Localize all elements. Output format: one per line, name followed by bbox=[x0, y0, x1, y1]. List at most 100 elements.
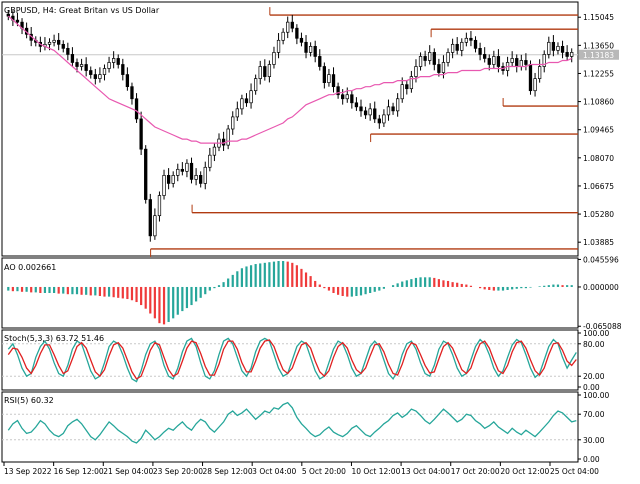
x-tick-label-5: 3 Oct 04:00 bbox=[252, 467, 296, 476]
ao-tick-1: 0.000000 bbox=[583, 283, 619, 292]
candle-body-45 bbox=[212, 146, 217, 156]
candle-body-78 bbox=[363, 110, 368, 116]
candle-body-84 bbox=[391, 106, 395, 112]
candle-body-103 bbox=[478, 48, 482, 55]
candle-body-77 bbox=[359, 106, 363, 112]
candle-body-97 bbox=[450, 43, 455, 53]
candle-body-36 bbox=[171, 175, 175, 184]
candle-body-55 bbox=[258, 66, 262, 79]
candle-body-99 bbox=[460, 41, 464, 51]
candle-body-58 bbox=[272, 52, 276, 65]
candle-body-105 bbox=[487, 58, 491, 65]
candle-body-31 bbox=[148, 199, 152, 237]
moving-average-line bbox=[7, 15, 572, 144]
ao-tick-2: -0.065088 bbox=[583, 322, 622, 331]
candle-body-102 bbox=[473, 39, 478, 49]
candle-body-34 bbox=[162, 175, 166, 196]
candle-body-91 bbox=[423, 56, 427, 61]
candle-body-22 bbox=[107, 62, 111, 69]
candle-body-119 bbox=[551, 41, 556, 51]
candle-body-20 bbox=[98, 74, 102, 79]
candle-body-73 bbox=[341, 94, 345, 100]
current-price-label: 1.13183 bbox=[583, 51, 614, 60]
candle-body-28 bbox=[134, 98, 139, 120]
candle-body-123 bbox=[570, 52, 574, 57]
candle-body-37 bbox=[176, 168, 180, 176]
candle-body-43 bbox=[203, 166, 207, 184]
pane-frame-main bbox=[1, 1, 579, 257]
candle-body-92 bbox=[428, 52, 432, 61]
candle-body-64 bbox=[299, 37, 304, 43]
candle-body-121 bbox=[560, 45, 565, 53]
candle-body-32 bbox=[153, 215, 157, 237]
candle-body-59 bbox=[276, 39, 281, 53]
candle-body-49 bbox=[231, 116, 235, 130]
candle-body-25 bbox=[121, 64, 125, 75]
candle-body-26 bbox=[125, 74, 130, 88]
rsi-line bbox=[7, 401, 577, 444]
candle-body-68 bbox=[318, 56, 322, 67]
candle-body-120 bbox=[556, 45, 560, 51]
candle-body-76 bbox=[354, 102, 359, 108]
candle-body-62 bbox=[290, 21, 294, 29]
candle-body-111 bbox=[515, 58, 519, 67]
candle-body-107 bbox=[496, 56, 501, 67]
x-tick-label-2: 21 Sep 04:00 bbox=[103, 467, 153, 476]
candle-body-19 bbox=[93, 74, 97, 79]
price-tick-8: 1.03885 bbox=[583, 238, 614, 247]
stoch-tick-0: 100.00 bbox=[583, 329, 609, 338]
candle-body-24 bbox=[116, 58, 120, 65]
candle-body-38 bbox=[180, 168, 185, 172]
candle-body-82 bbox=[382, 114, 386, 124]
stoch-line-0 bbox=[7, 337, 577, 383]
x-tick-label-1: 16 Sep 12:00 bbox=[54, 467, 104, 476]
price-tick-7: 1.05280 bbox=[583, 210, 614, 219]
price-tick-3: 1.10860 bbox=[583, 98, 614, 107]
candle-body-56 bbox=[263, 66, 267, 77]
price-tick-5: 1.08070 bbox=[583, 154, 614, 163]
candle-body-90 bbox=[418, 56, 423, 67]
candle-body-40 bbox=[189, 162, 194, 180]
candle-body-12 bbox=[61, 43, 65, 49]
candle-body-9 bbox=[47, 41, 52, 45]
candle-body-75 bbox=[350, 94, 354, 104]
stoch-tick-2: 20.00 bbox=[583, 372, 605, 381]
price-tick-0: 1.15045 bbox=[583, 13, 614, 22]
candle-body-23 bbox=[111, 58, 116, 63]
x-tick-label-4: 28 Sep 12:00 bbox=[203, 467, 253, 476]
candle-body-81 bbox=[377, 118, 381, 124]
stoch-line-1 bbox=[7, 339, 577, 380]
rsi-tick-1: 70.00 bbox=[583, 410, 605, 419]
candle-body-80 bbox=[373, 108, 377, 120]
candle-body-67 bbox=[313, 45, 317, 57]
x-tick-label-10: 20 Oct 12:00 bbox=[500, 467, 549, 476]
candle-body-11 bbox=[57, 39, 61, 45]
candle-body-106 bbox=[492, 56, 496, 65]
candle-body-79 bbox=[368, 108, 372, 116]
candle-body-114 bbox=[528, 64, 533, 92]
candle-body-115 bbox=[533, 78, 537, 92]
candle-body-18 bbox=[89, 70, 93, 75]
candle-body-63 bbox=[295, 27, 299, 39]
rsi-tick-2: 30.00 bbox=[583, 436, 605, 445]
candle-body-94 bbox=[437, 64, 441, 73]
candle-body-93 bbox=[432, 52, 436, 65]
candle-body-100 bbox=[464, 37, 469, 43]
candle-body-35 bbox=[166, 175, 171, 184]
candle-body-44 bbox=[208, 154, 212, 168]
candle-body-98 bbox=[455, 43, 459, 51]
candle-body-17 bbox=[84, 64, 88, 71]
candle-body-88 bbox=[409, 76, 414, 90]
candle-body-57 bbox=[267, 64, 272, 77]
candle-body-118 bbox=[547, 41, 551, 55]
candle-body-33 bbox=[157, 195, 162, 217]
candle-body-86 bbox=[400, 84, 404, 100]
candle-body-116 bbox=[537, 66, 542, 79]
candle-body-70 bbox=[327, 74, 331, 83]
candle-body-61 bbox=[286, 21, 290, 33]
candle-body-16 bbox=[79, 64, 84, 67]
price-tick-6: 1.06675 bbox=[583, 182, 614, 191]
rsi-tick-3: 0.00 bbox=[583, 455, 600, 464]
